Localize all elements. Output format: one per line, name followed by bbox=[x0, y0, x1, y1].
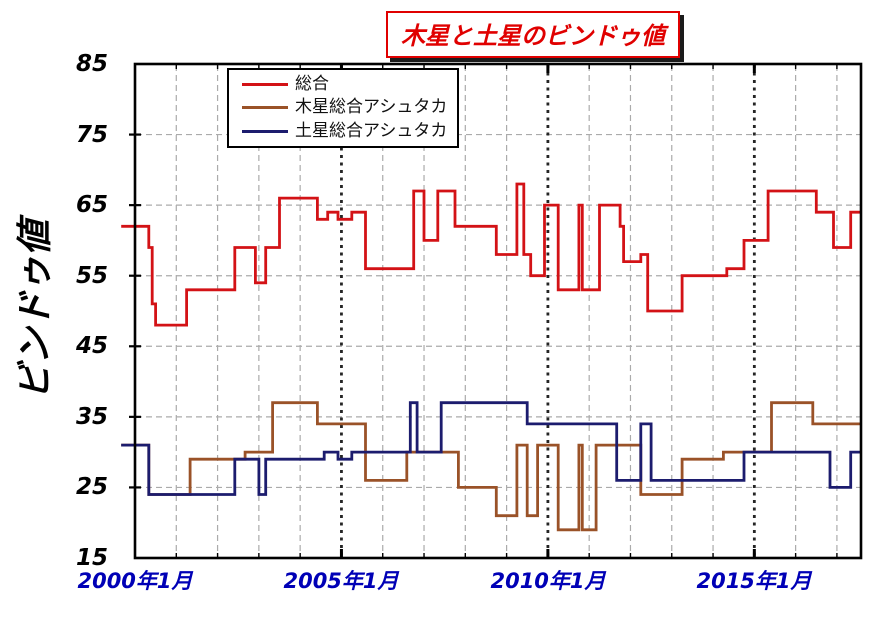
plot-border bbox=[133, 62, 863, 560]
y-tick-label: 55 bbox=[75, 262, 108, 289]
y-axis-title: ビンドゥ値 bbox=[15, 220, 56, 401]
legend: 総合 木星総合アシュタカ 土星総合アシュタカ bbox=[227, 68, 459, 148]
legend-label: 総合 bbox=[295, 74, 329, 95]
chart-title-box: 木星と土星のビンドゥ値 bbox=[386, 11, 680, 58]
series-line-saturn bbox=[121, 401, 861, 496]
legend-line-sample-navy bbox=[242, 129, 288, 133]
legend-label: 土星総合アシュタカ bbox=[295, 120, 448, 141]
series-line-sogo bbox=[121, 182, 861, 327]
y-tick-label: 65 bbox=[75, 192, 108, 219]
y-tick-label: 35 bbox=[75, 403, 108, 430]
y-tick-label: 45 bbox=[75, 333, 108, 360]
legend-item: 総合 bbox=[242, 76, 453, 93]
x-tick-label: 2015年1月 bbox=[696, 569, 812, 593]
chart-title: 木星と土星のビンドゥ値 bbox=[401, 22, 665, 50]
series-line-jupiter bbox=[121, 401, 861, 532]
y-tick-label: 15 bbox=[75, 545, 108, 571]
x-tick-label: 2000年1月 bbox=[77, 569, 193, 593]
y-tick-label: 75 bbox=[75, 121, 108, 148]
y-tick-label: 85 bbox=[75, 51, 108, 77]
legend-item: 土星総合アシュタカ bbox=[242, 120, 453, 141]
x-tick-label: 2010年1月 bbox=[490, 569, 606, 593]
legend-line-sample-red bbox=[242, 83, 288, 87]
legend-label: 木星総合アシュタカ bbox=[295, 97, 448, 118]
y-tick-label: 25 bbox=[75, 474, 108, 501]
legend-line-sample-brown bbox=[242, 106, 288, 110]
x-tick-label: 2005年1月 bbox=[283, 569, 399, 593]
legend-item: 木星総合アシュタカ bbox=[242, 99, 453, 116]
